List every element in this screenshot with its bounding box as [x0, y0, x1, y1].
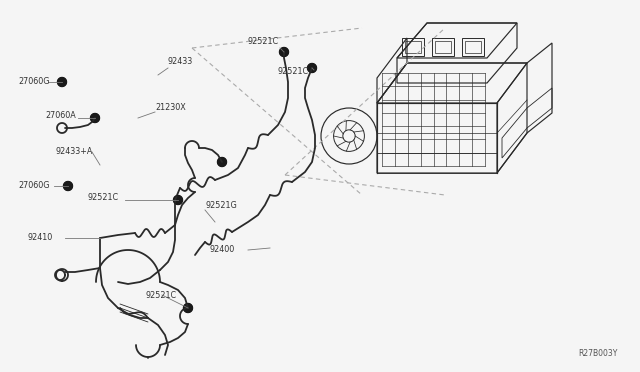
Polygon shape [184, 304, 193, 312]
Text: 92521C: 92521C [88, 193, 119, 202]
Text: 92433: 92433 [168, 58, 193, 67]
Polygon shape [307, 64, 317, 73]
Polygon shape [58, 77, 67, 87]
Text: 27060G: 27060G [18, 182, 49, 190]
Text: 27060A: 27060A [45, 112, 76, 121]
Polygon shape [280, 48, 289, 57]
Text: 92433+A: 92433+A [55, 148, 92, 157]
Polygon shape [218, 157, 227, 167]
Text: 92521C: 92521C [145, 291, 176, 299]
Text: 92400: 92400 [210, 246, 236, 254]
Polygon shape [173, 196, 182, 205]
Text: 92410: 92410 [28, 234, 53, 243]
Polygon shape [63, 182, 72, 190]
Text: 92521C: 92521C [278, 67, 309, 77]
Text: 92521G: 92521G [205, 201, 237, 209]
Text: 92521C: 92521C [248, 38, 279, 46]
Text: 21230X: 21230X [155, 103, 186, 112]
Polygon shape [90, 113, 99, 122]
Text: 27060G: 27060G [18, 77, 49, 87]
Text: R27B003Y: R27B003Y [579, 349, 618, 358]
